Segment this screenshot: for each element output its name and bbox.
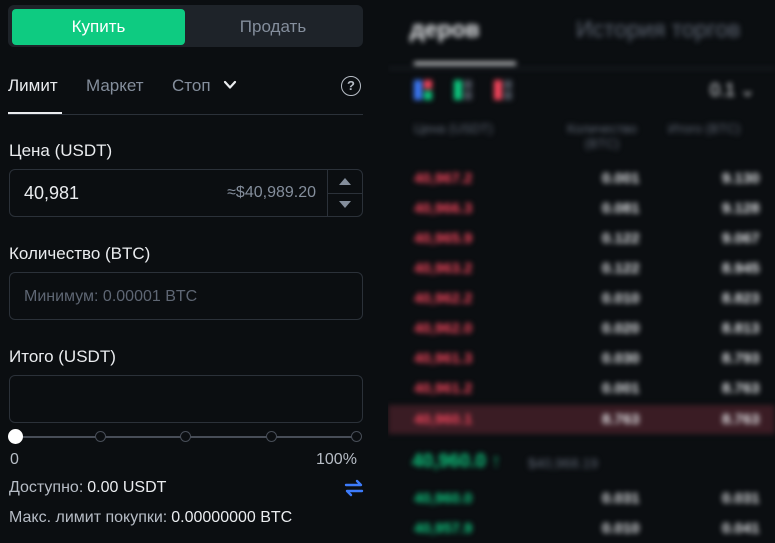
ask-qty: 0.122 xyxy=(602,260,640,277)
max-buy-value: 0.00000000 BTC xyxy=(171,509,293,526)
bid-qty: 0.031 xyxy=(602,490,640,507)
price-label: Цена (USDT) xyxy=(9,141,113,160)
ask-qty: 0.001 xyxy=(602,380,640,397)
ask-total: 9.130 xyxy=(722,170,760,187)
ask-total: 9.128 xyxy=(722,200,760,217)
tick-size-select[interactable]: 0.1 ⌄ xyxy=(710,80,756,100)
active-tab-indicator xyxy=(8,112,62,114)
tab-limit[interactable]: Лимит xyxy=(8,76,58,95)
amount-slider[interactable] xyxy=(8,428,362,446)
quantity-input[interactable]: Минимум: 0.00001 BTC xyxy=(9,272,363,320)
tick-size-value: 0.1 xyxy=(710,80,736,100)
quantity-placeholder: Минимум: 0.00001 BTC xyxy=(24,288,198,305)
ask-price: 40,960.1 xyxy=(414,411,473,428)
bid-total: 0.031 xyxy=(722,490,760,507)
buy-tab[interactable]: Купить xyxy=(12,9,185,45)
ask-price: 40,962.2 xyxy=(414,290,473,307)
arrow-up-icon xyxy=(339,178,351,185)
last-price: 40,960.0 ↑ xyxy=(412,451,501,472)
ask-row[interactable]: 40,962.0 0.020 8.813 xyxy=(388,314,775,343)
help-icon[interactable]: ? xyxy=(341,76,361,96)
total-input[interactable] xyxy=(9,375,363,423)
header-quantity: Количество (BTC) xyxy=(567,121,637,151)
tab-order-book[interactable]: деров xyxy=(410,16,480,42)
ask-row[interactable]: 40,962.2 0.010 8.823 xyxy=(388,284,775,313)
ask-qty: 0.001 xyxy=(602,170,640,187)
ask-price: 40,965.9 xyxy=(414,230,473,247)
max-buy-label: Макс. лимит покупки: xyxy=(9,509,168,526)
header-total: Итого (BTC) xyxy=(668,121,741,136)
price-approx-usd: ≈$40,989.20 xyxy=(227,184,316,201)
decrement-button[interactable] xyxy=(328,193,362,216)
book-asks-icon[interactable] xyxy=(494,80,512,100)
order-type-tabs: Лимит Маркет Стоп ? xyxy=(8,70,363,115)
sell-tab[interactable]: Продать xyxy=(239,17,307,36)
ask-price: 40,962.0 xyxy=(414,320,473,337)
bid-total: 0.041 xyxy=(722,520,760,537)
ask-price: 40,961.2 xyxy=(414,380,473,397)
swap-icon[interactable] xyxy=(343,478,365,498)
ask-price: 40,966.3 xyxy=(414,200,473,217)
slider-step-75[interactable] xyxy=(266,431,277,442)
ask-total: 8.813 xyxy=(722,320,760,337)
slider-step-25[interactable] xyxy=(95,431,106,442)
ask-row[interactable]: 40,963.2 0.122 8.945 xyxy=(388,254,775,283)
quantity-label: Количество (BTC) xyxy=(9,244,151,263)
last-price-usd: $40,968.19 xyxy=(528,455,599,471)
ask-qty: 0.030 xyxy=(602,350,640,367)
order-book-panel: деров История торгов 0.1 ⌄ Цена (USDT) К… xyxy=(388,0,775,543)
ask-row[interactable]: 40,966.3 0.081 9.128 xyxy=(388,194,775,223)
header-price: Цена (USDT) xyxy=(414,121,493,136)
bid-price: 40,957.9 xyxy=(414,520,473,537)
book-bids-icon[interactable] xyxy=(454,80,472,100)
slider-thumb[interactable] xyxy=(8,429,23,444)
ask-qty: 0.020 xyxy=(602,320,640,337)
order-form: Купить Продать Лимит Маркет Стоп ? Цена … xyxy=(0,0,375,543)
book-both-icon[interactable] xyxy=(414,80,432,100)
ask-qty: 0.081 xyxy=(602,200,640,217)
ask-price: 40,961.3 xyxy=(414,350,473,367)
ask-row[interactable]: 40,961.2 0.001 8.763 xyxy=(388,374,775,403)
available-balance: Доступно: 0.00 USDT xyxy=(9,479,166,497)
available-label: Доступно: xyxy=(9,479,84,496)
ask-row[interactable]: 40,967.2 0.001 9.130 xyxy=(388,164,775,193)
total-label: Итого (USDT) xyxy=(9,347,116,366)
slider-step-50[interactable] xyxy=(180,431,191,442)
price-stepper xyxy=(327,170,362,216)
ask-total: 9.067 xyxy=(722,230,760,247)
bid-qty: 0.010 xyxy=(602,520,640,537)
bid-row[interactable]: 40,957.9 0.010 0.041 xyxy=(388,514,775,543)
ask-row[interactable]: 40,965.9 0.122 9.067 xyxy=(388,224,775,253)
active-tab-indicator xyxy=(414,62,516,65)
ask-qty: 0.010 xyxy=(602,290,640,307)
bid-price: 40,960.0 xyxy=(414,490,473,507)
chevron-down-icon[interactable] xyxy=(223,78,237,92)
available-value: 0.00 USDT xyxy=(87,479,167,496)
ask-total: 8.945 xyxy=(722,260,760,277)
increment-button[interactable] xyxy=(328,170,362,194)
arrow-down-icon xyxy=(339,201,351,208)
ask-qty: 0.122 xyxy=(602,230,640,247)
tab-trade-history[interactable]: История торгов xyxy=(576,16,741,42)
ask-price: 40,963.2 xyxy=(414,260,473,277)
ask-total: 8.763 xyxy=(722,380,760,397)
ask-price: 40,967.2 xyxy=(414,170,473,187)
ask-row[interactable]: 40,961.3 0.030 8.793 xyxy=(388,344,775,373)
price-value[interactable]: 40,981 xyxy=(24,183,80,203)
max-buy-limit: Макс. лимит покупки: 0.00000000 BTC xyxy=(9,509,292,527)
divider xyxy=(388,68,775,69)
side-switch: Купить Продать xyxy=(8,5,363,47)
tab-market[interactable]: Маркет xyxy=(86,76,144,95)
ask-qty: 8.763 xyxy=(602,411,640,428)
ask-total: 8.793 xyxy=(722,350,760,367)
price-input[interactable]: 40,981 ≈$40,989.20 xyxy=(9,169,363,217)
slider-min-label: 0 xyxy=(10,451,19,468)
ask-row-highlighted[interactable]: 40,960.1 8.763 8.763 xyxy=(388,405,775,434)
slider-step-100[interactable] xyxy=(351,431,362,442)
ask-total: 8.763 xyxy=(722,411,760,428)
bid-row[interactable]: 40,960.0 0.031 0.031 xyxy=(388,484,775,513)
tab-stop[interactable]: Стоп xyxy=(172,76,211,95)
ask-total: 8.823 xyxy=(722,290,760,307)
slider-max-label: 100% xyxy=(316,451,357,468)
